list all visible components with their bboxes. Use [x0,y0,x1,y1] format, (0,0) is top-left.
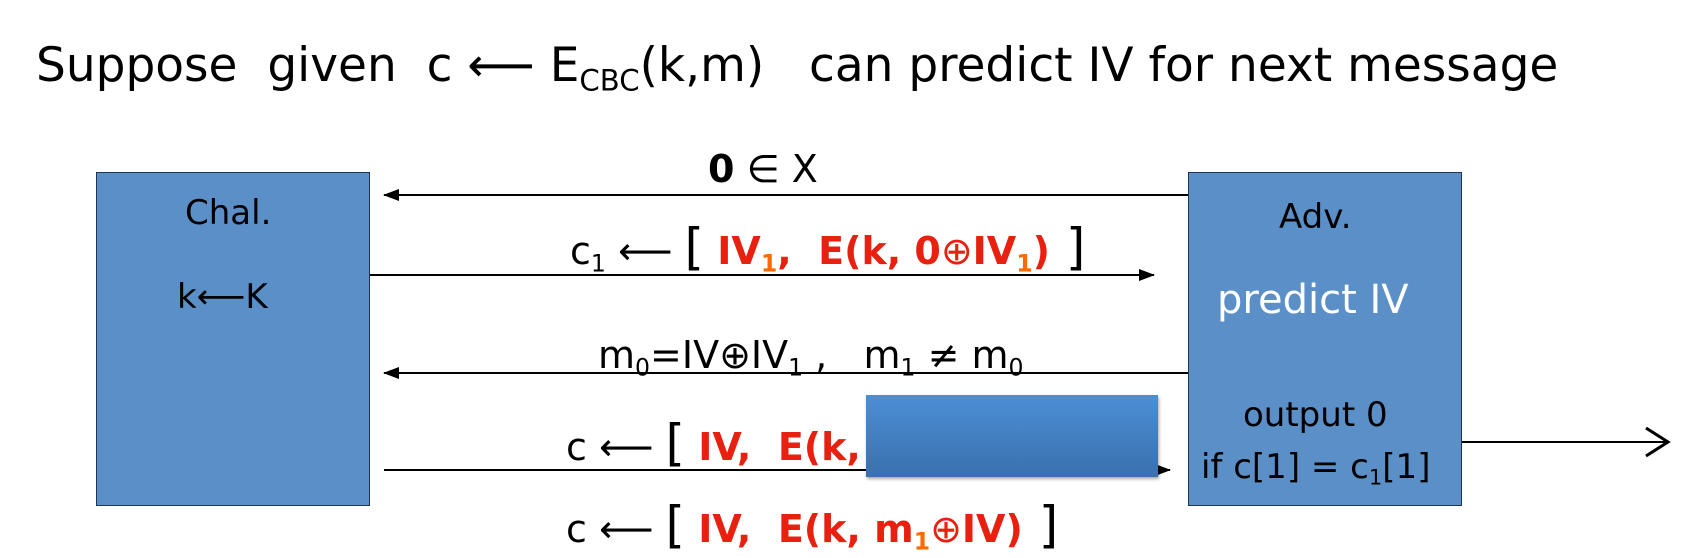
adversary-action: predict IV [1217,277,1409,323]
msg-c-m0: c ⟵ [ IV, E(k, [566,414,875,472]
msg-m0-m1: m0=IV⊕IV1 , m1 ≠ m0 [598,333,1024,382]
adversary-output: output 0 [1243,395,1388,435]
arrow-output-head [1645,426,1671,458]
msg-c-m1: c ⟵ [ IV, E(k, m1⊕IV) ] [566,496,1059,556]
challenger-name: Chal. [185,193,272,233]
adversary-condition: if c[1] = c1[1] [1201,447,1431,490]
slide-title: Suppose given c ⟵ ECBC(k,m) can predict … [36,38,1559,98]
msg-zero-in-x: 0 ∈ X [708,147,818,191]
adversary-name: Adv. [1279,197,1352,237]
challenger-box: Chal. k⟵K [96,172,370,506]
challenger-key: k⟵K [177,277,268,317]
msg-c1: c1 ⟵ [ IV1, E(k, 0⊕IV1) ] [570,218,1086,278]
adversary-box: Adv. predict IV output 0 if c[1] = c1[1] [1188,172,1462,506]
masking-rectangle [866,395,1158,477]
